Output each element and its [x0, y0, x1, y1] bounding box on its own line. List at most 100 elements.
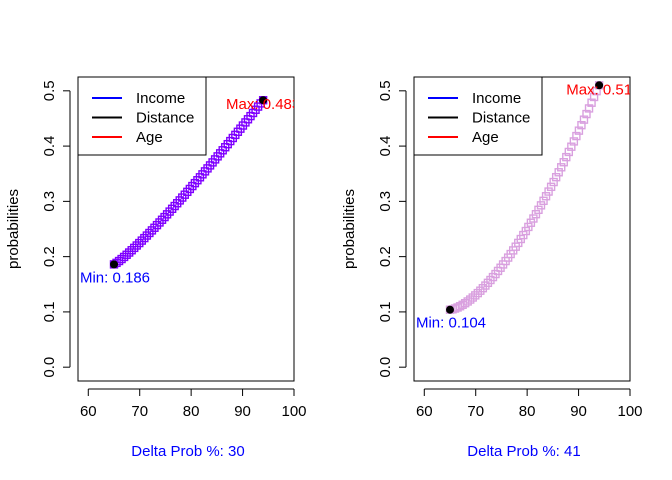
y-tick-label: 0.0 [41, 357, 58, 378]
curve-point [167, 204, 177, 214]
curve-point [160, 212, 169, 222]
y-tick-label: 0.4 [41, 136, 58, 157]
max-point-label: Max: 0.51 [566, 81, 632, 98]
chart-panel-2: 60 70 80 90 100 0.0 0.1 0.2 0.3 0.4 0.5 probabiliti… [341, 76, 643, 460]
curve-point [587, 98, 596, 107]
curve-point [140, 233, 149, 243]
curve-point [468, 293, 477, 302]
min-point-label: Min: 0.186 [80, 269, 150, 286]
curve-point [546, 182, 556, 192]
max-point-label: Max: 0.483 [226, 96, 300, 113]
curve-point [150, 223, 159, 232]
x-tick-label: 80 [183, 403, 200, 420]
curve-point [589, 92, 599, 102]
curve-point [137, 236, 147, 245]
curve-point [531, 209, 541, 219]
curve-point [539, 196, 548, 206]
curve-point [117, 254, 126, 264]
curve-point [564, 147, 574, 157]
y-axis-label: probabilities [5, 189, 22, 269]
max-label-group: Max: 0.51 [566, 81, 632, 98]
curve-point [124, 248, 134, 257]
y-axis-label: probabilities [341, 189, 358, 269]
curve-point [536, 201, 546, 210]
y-tick-label: 0.2 [377, 246, 394, 267]
min-point-label: Min: 0.104 [416, 315, 486, 332]
curve-point [572, 131, 581, 141]
curve-point [145, 228, 154, 238]
y-tick-label: 0.5 [377, 80, 394, 101]
y-tick-label: 0.3 [41, 191, 58, 212]
x-tick-label: 80 [519, 403, 536, 420]
curve-point [127, 246, 136, 255]
y-tick-label: 0.0 [377, 357, 394, 378]
legend-label-income: Income [136, 90, 185, 107]
curve-point [453, 303, 462, 312]
curve-point [471, 291, 480, 300]
min-point [446, 305, 454, 314]
y-tick-label: 0.3 [377, 191, 394, 212]
curve-point [549, 177, 558, 187]
curve-point [557, 163, 566, 172]
curve-point [554, 168, 563, 177]
curve-point [135, 238, 144, 248]
max-point [259, 96, 268, 105]
curve-point [529, 214, 538, 223]
min-point [110, 260, 118, 269]
curve-point [584, 104, 594, 113]
max-label-group: Max: 0.483 [226, 96, 300, 113]
x-tick-label: 70 [467, 403, 484, 420]
legend-label-distance: Distance [472, 110, 530, 127]
curve-point [579, 115, 589, 124]
x-tick-label: 60 [80, 403, 97, 420]
curve-point [526, 218, 536, 227]
legend-box [413, 76, 543, 156]
curve-point [559, 158, 568, 167]
x-tick-label: 70 [131, 403, 148, 420]
x-axis-label: Delta Prob %: 30 [131, 443, 244, 460]
legend: Income Distance Age [77, 76, 207, 156]
curve-point [551, 172, 561, 182]
y-tick-label: 0.4 [377, 136, 394, 157]
curve-series [109, 96, 268, 269]
curve-point [574, 126, 584, 135]
legend-box [77, 76, 207, 156]
curve-point [481, 281, 490, 290]
curve-point [119, 252, 129, 262]
curve-point [122, 250, 131, 259]
curve-point [130, 243, 139, 253]
curve-point [476, 286, 485, 295]
x-tick-label: 100 [281, 403, 306, 420]
curve-point [132, 241, 141, 250]
y-tick-label: 0.1 [41, 301, 58, 322]
curve-point [157, 215, 167, 224]
legend: Income Distance Age [413, 76, 543, 156]
y-tick-label: 0.1 [377, 301, 394, 322]
curve-point [582, 109, 591, 119]
x-tick-label: 100 [617, 403, 642, 420]
x-tick-label: 90 [234, 403, 251, 420]
curve-point [152, 220, 162, 230]
curve-point [562, 152, 571, 162]
curve-point [534, 205, 543, 215]
curve-point [478, 283, 488, 293]
curve-point [569, 137, 579, 146]
legend-label-age: Age [472, 129, 499, 146]
curve-point [147, 226, 157, 235]
legend-label-distance: Distance [136, 110, 194, 127]
curve-point [155, 218, 164, 227]
x-tick-label: 90 [570, 403, 587, 420]
x-axis-label: Delta Prob %: 41 [467, 443, 580, 460]
curve-point [541, 192, 551, 201]
chart-panel-1: 60 70 80 90 100 0.0 0.1 0.2 0.3 0.4 0.5 probabiliti… [5, 76, 307, 460]
y-tick-label: 0.5 [41, 80, 58, 101]
legend-label-income: Income [472, 90, 521, 107]
legend-label-age: Age [136, 129, 163, 146]
curve-point [567, 142, 576, 151]
x-tick-label: 60 [416, 403, 433, 420]
curve-point [473, 288, 483, 298]
y-tick-label: 0.2 [41, 246, 58, 267]
max-point [595, 81, 604, 90]
